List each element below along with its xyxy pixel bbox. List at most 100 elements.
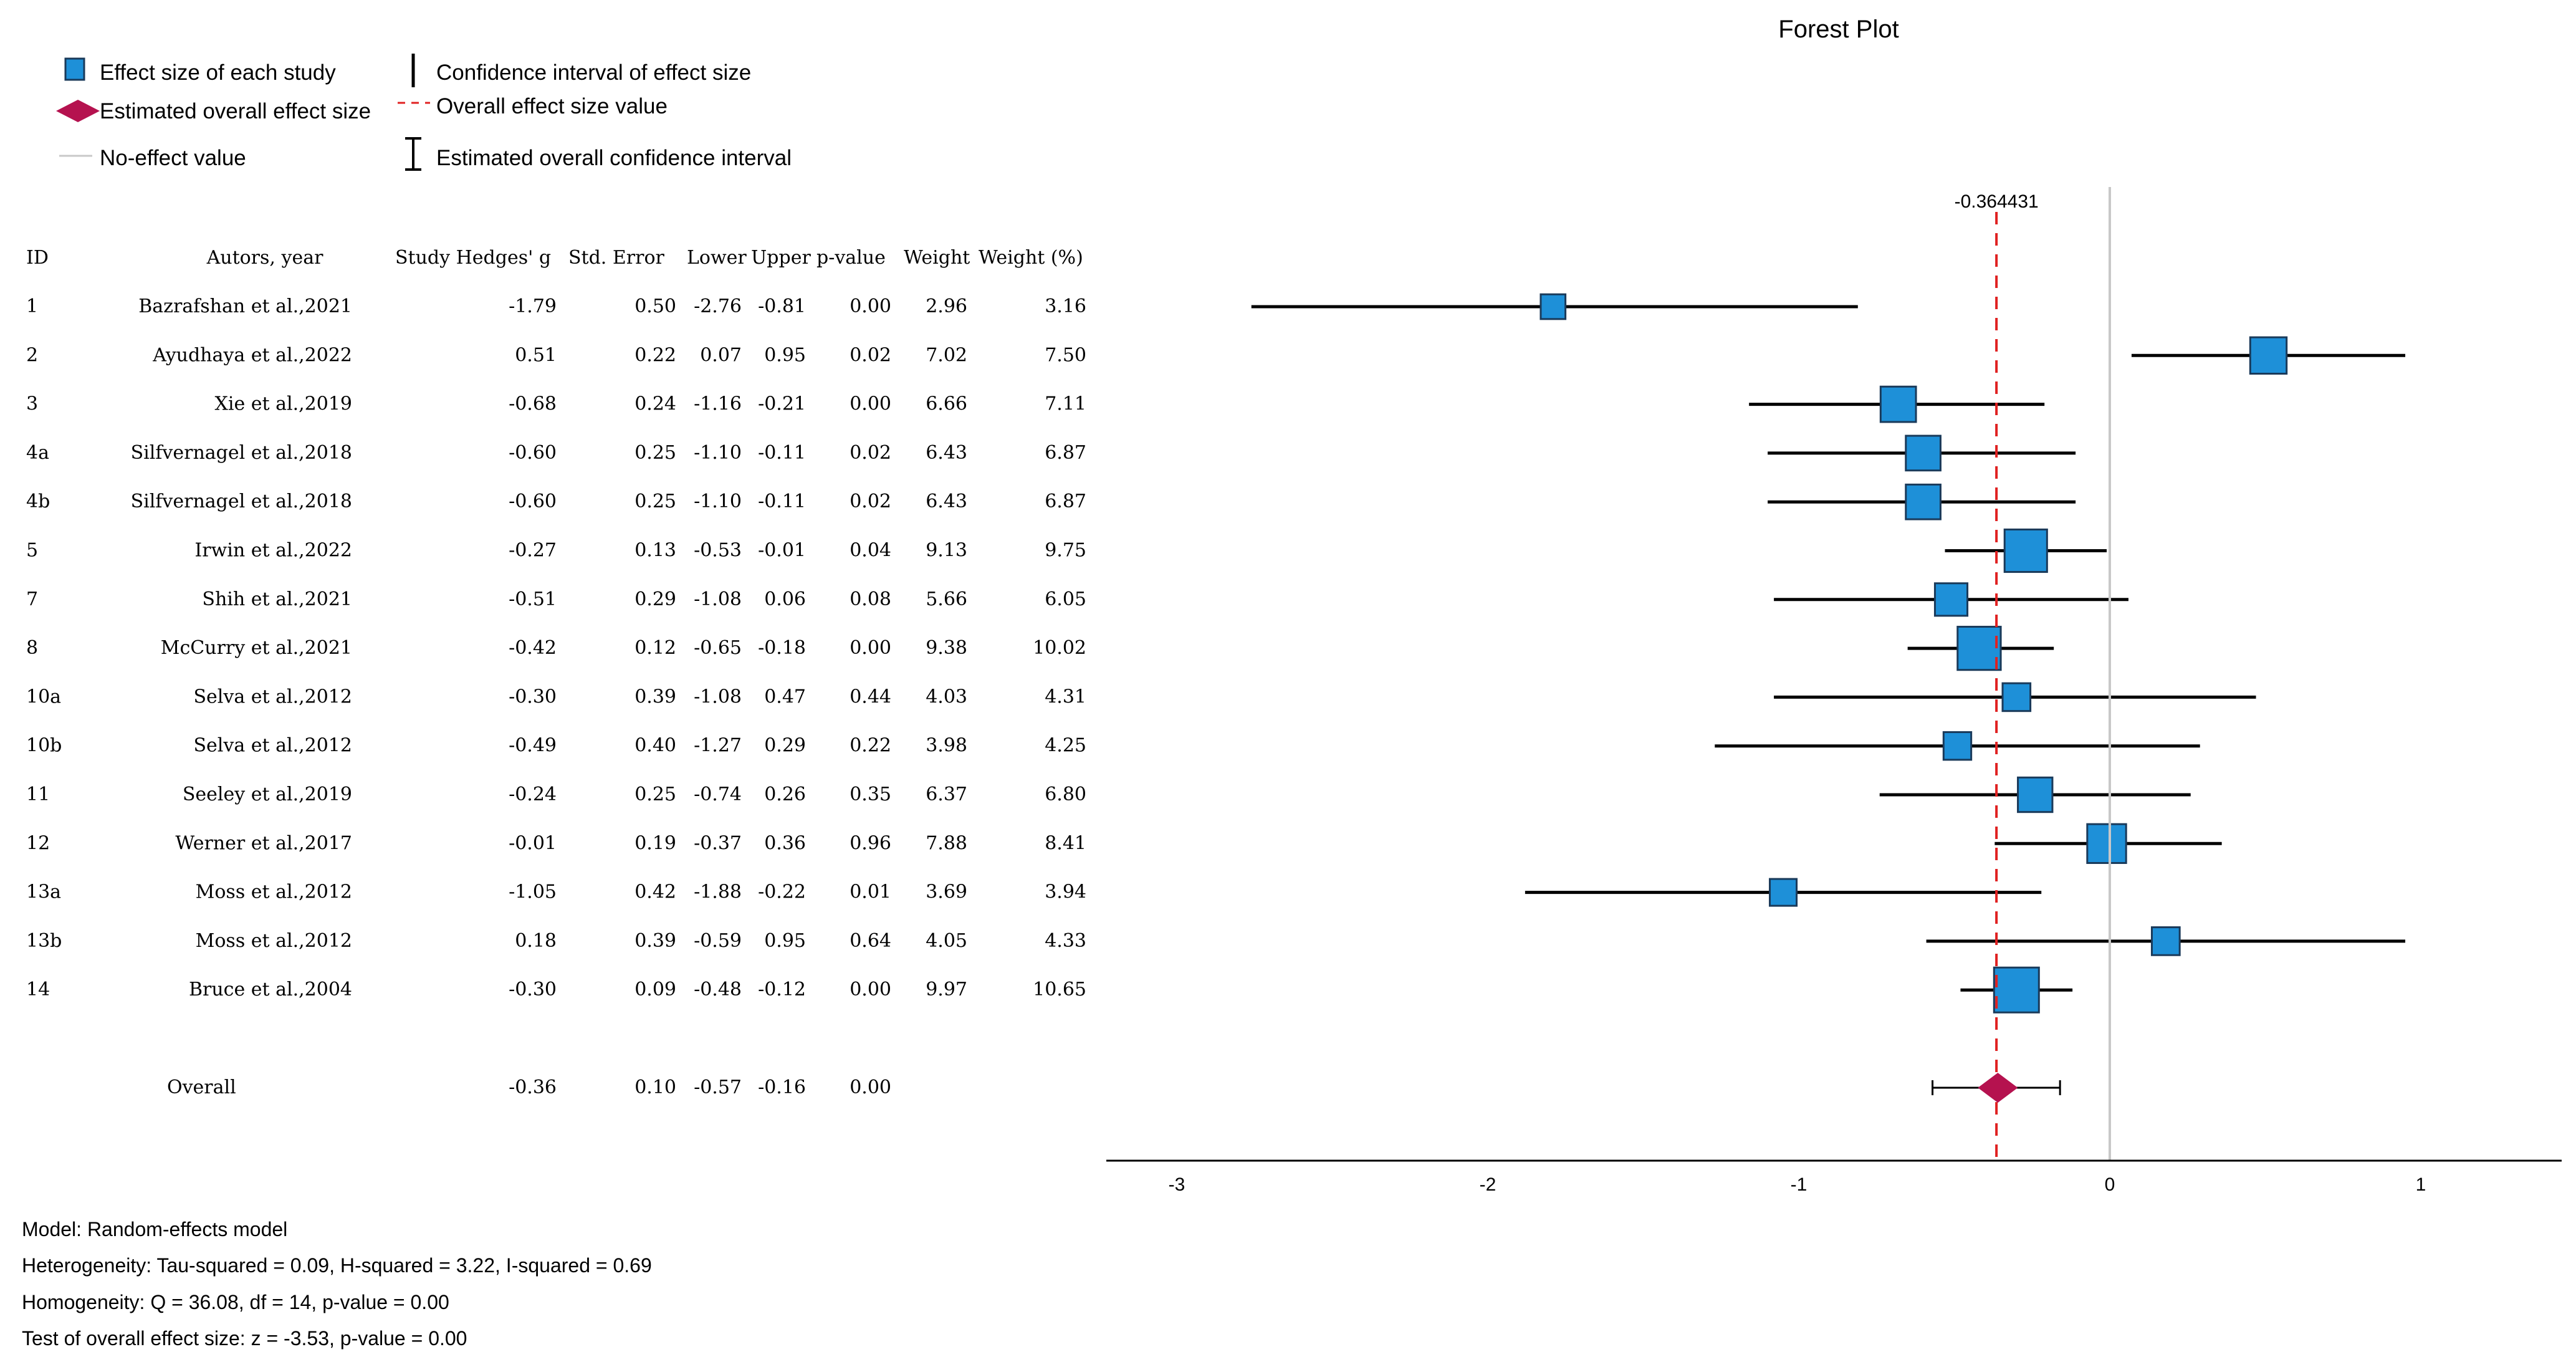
study-row: 8 McCurry et al.,2021 -0.42 0.12 -0.65 -0.18 0… xyxy=(26,625,2054,671)
study-weight-pct: 7.50 xyxy=(1045,344,1086,366)
study-id: 5 xyxy=(26,540,38,562)
study-weight-pct: 8.41 xyxy=(1045,832,1086,854)
study-upper: -0.11 xyxy=(758,491,806,512)
study-id: 2 xyxy=(26,344,38,366)
legend-diamond-icon xyxy=(56,100,100,122)
study-id: 14 xyxy=(26,979,50,1000)
study-p: 0.64 xyxy=(850,930,891,952)
overall-row: Overall -0.36 0.10 -0.57 -0.16 0.00 xyxy=(167,1077,891,1098)
study-row: 7 Shih et al.,2021 -0.51 0.29 -1.08 0.06 0.08 5… xyxy=(26,582,2128,617)
study-se: 0.42 xyxy=(634,881,676,903)
study-weight: 2.96 xyxy=(926,295,967,317)
study-upper: 0.36 xyxy=(764,832,806,854)
footnote-homogeneity: Homogeneity: Q = 36.08, df = 14, p-value… xyxy=(22,1291,449,1313)
study-lower: -0.48 xyxy=(694,979,742,1000)
study-author: Silfvernagel et al.,2018 xyxy=(131,491,352,512)
study-p: 0.02 xyxy=(850,442,891,464)
col-header-author: Autors, year xyxy=(206,247,324,269)
legend-box-icon xyxy=(64,57,85,81)
study-effect-box xyxy=(1905,434,1942,472)
study-row: 4a Silfvernagel et al.,2018 -0.60 0.25 -1.10… xyxy=(26,434,2076,472)
study-upper: -0.01 xyxy=(758,540,806,562)
study-p: 0.04 xyxy=(850,540,891,562)
study-id: 4a xyxy=(26,442,49,464)
study-weight: 4.03 xyxy=(926,686,967,707)
col-header-g: Study Hedges' g xyxy=(395,247,551,269)
overall-value-label: -0.364431 xyxy=(1955,191,2039,212)
study-row: 1 Bazrafshan et al.,2021 -1.79 0.50 -2.76 -0.… xyxy=(26,293,1858,320)
overall-g: -0.36 xyxy=(509,1077,557,1098)
study-row: 13b Moss et al.,2012 0.18 0.39 -0.59 0.95 0.64… xyxy=(26,926,2406,956)
study-weight: 3.69 xyxy=(926,881,967,903)
study-se: 0.09 xyxy=(634,979,676,1000)
study-g: -0.68 xyxy=(509,393,557,415)
study-lower: -1.08 xyxy=(694,588,742,610)
study-rows: 1 Bazrafshan et al.,2021 -1.79 0.50 -2.76 -0.… xyxy=(26,293,2406,1014)
study-se: 0.50 xyxy=(634,295,676,317)
study-author: Selva et al.,2012 xyxy=(193,686,352,707)
study-weight: 9.38 xyxy=(926,637,967,659)
study-se: 0.40 xyxy=(634,735,676,757)
col-header-weight: Weight xyxy=(904,247,970,269)
study-weight-pct: 10.02 xyxy=(1033,637,1086,659)
legend-effect-size-label: Effect size of each study xyxy=(100,60,336,85)
overall-label: Overall xyxy=(167,1077,236,1098)
legend-no-effect-label: No-effect value xyxy=(100,146,246,170)
study-upper: 0.47 xyxy=(764,686,806,707)
study-id: 3 xyxy=(26,393,38,415)
study-weight-pct: 4.31 xyxy=(1045,686,1086,707)
overall-diamond xyxy=(1978,1073,2018,1103)
study-upper: 0.95 xyxy=(764,930,806,952)
study-weight-pct: 4.33 xyxy=(1045,930,1086,952)
study-author: Ayudhaya et al.,2022 xyxy=(152,344,352,366)
study-g: -0.42 xyxy=(509,637,557,659)
col-header-id: ID xyxy=(26,247,49,269)
study-author: Xie et al.,2019 xyxy=(215,393,353,415)
study-effect-box xyxy=(2249,336,2288,375)
study-lower: -0.37 xyxy=(694,832,742,854)
study-author: Irwin et al.,2022 xyxy=(194,540,352,562)
study-weight: 3.98 xyxy=(926,735,967,757)
overall-se: 0.10 xyxy=(634,1077,676,1098)
col-header-se: Std. Error xyxy=(568,247,665,269)
study-p: 0.35 xyxy=(850,784,891,805)
study-p: 0.00 xyxy=(850,637,891,659)
overall-p: 0.00 xyxy=(850,1077,891,1098)
x-tick-label: 0 xyxy=(2105,1174,2115,1195)
study-row: 12 Werner et al.,2017 -0.01 0.19 -0.37 0.36 0.… xyxy=(26,823,2222,864)
study-row: 4b Silfvernagel et al.,2018 -0.60 0.25 -1.10… xyxy=(26,483,2076,520)
study-author: McCurry et al.,2021 xyxy=(161,637,352,659)
study-se: 0.39 xyxy=(634,930,676,952)
study-author: Bruce et al.,2004 xyxy=(189,979,352,1000)
study-effect-box xyxy=(1942,731,1973,761)
study-id: 1 xyxy=(26,295,38,317)
study-weight-pct: 6.87 xyxy=(1045,442,1086,464)
study-upper: -0.22 xyxy=(758,881,806,903)
study-effect-box xyxy=(1905,483,1942,520)
study-lower: -2.76 xyxy=(694,295,742,317)
study-g: 0.18 xyxy=(515,930,557,952)
study-weight-pct: 6.05 xyxy=(1045,588,1086,610)
study-se: 0.25 xyxy=(634,784,676,805)
col-header-weight-pct: Weight (%) xyxy=(979,247,1083,269)
study-upper: -0.81 xyxy=(758,295,806,317)
study-author: Moss et al.,2012 xyxy=(196,881,352,903)
study-g: -0.30 xyxy=(509,979,557,1000)
study-row: 13a Moss et al.,2012 -1.05 0.42 -1.88 -0.22 0.… xyxy=(26,878,2042,907)
x-tick-label: -3 xyxy=(1169,1174,1185,1195)
study-se: 0.25 xyxy=(634,491,676,512)
study-g: -0.27 xyxy=(509,540,557,562)
study-se: 0.22 xyxy=(634,344,676,366)
legend-overall-value-label: Overall effect size value xyxy=(436,94,668,118)
legend: Effect size of each study Confidence int… xyxy=(56,54,792,171)
study-effect-box xyxy=(2003,528,2048,573)
study-se: 0.25 xyxy=(634,442,676,464)
study-weight-pct: 3.94 xyxy=(1045,881,1086,903)
study-id: 10b xyxy=(26,735,62,757)
study-weight: 6.43 xyxy=(926,442,967,464)
study-weight: 7.88 xyxy=(926,832,967,854)
study-row: 10a Selva et al.,2012 -0.30 0.39 -1.08 0.47 0.… xyxy=(26,682,2256,712)
study-row: 5 Irwin et al.,2022 -0.27 0.13 -0.53 -0.01 0.0… xyxy=(26,528,2107,573)
study-author: Shih et al.,2021 xyxy=(202,588,352,610)
study-author: Werner et al.,2017 xyxy=(175,832,352,854)
